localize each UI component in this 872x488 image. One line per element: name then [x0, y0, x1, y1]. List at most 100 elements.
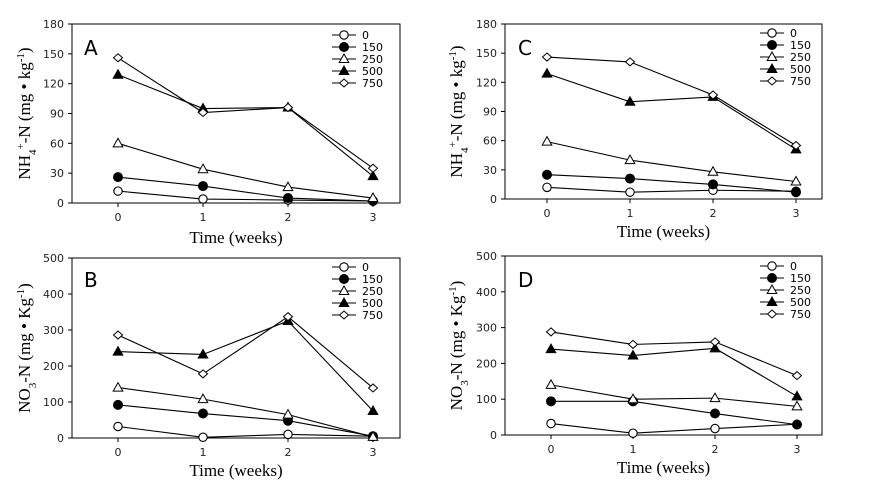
- y-axis-title: NO3-N (mg • Kg-1): [15, 283, 39, 413]
- data-point-750: [112, 330, 124, 340]
- data-point-500: [791, 390, 803, 401]
- legend-marker: [767, 28, 777, 38]
- y-tick-label: 150: [476, 47, 497, 60]
- y-axis-title: NH4+-N (mg • kg-1): [15, 47, 39, 179]
- data-point-150: [546, 396, 556, 407]
- data-point-500: [627, 349, 639, 360]
- legend-marker: [766, 295, 778, 306]
- x-tick-label: 0: [115, 446, 122, 459]
- legend-label: 0: [362, 29, 369, 42]
- y-tick-label: 0: [57, 432, 64, 445]
- x-tick-label: 3: [370, 446, 377, 459]
- x-tick-label: 3: [794, 443, 801, 456]
- legend-label: 750: [790, 75, 811, 88]
- legend-marker: [339, 262, 349, 272]
- data-point-500: [624, 95, 636, 106]
- legend-label: 250: [362, 285, 383, 298]
- data-point-250: [367, 192, 379, 203]
- y-tick-label: 100: [43, 396, 64, 409]
- data-point-750: [367, 383, 379, 393]
- data-point-250: [545, 378, 557, 389]
- data-point-250: [197, 393, 209, 404]
- series-line-150: [546, 174, 797, 193]
- y-tick-label: 60: [50, 137, 64, 150]
- x-tick-label: 0: [544, 207, 551, 220]
- series-line-150: [117, 404, 374, 437]
- data-point-0: [625, 187, 635, 197]
- legend-marker: [338, 78, 350, 88]
- data-point-750: [541, 52, 553, 62]
- data-point-0: [628, 428, 638, 438]
- x-tick-label: 2: [712, 443, 719, 456]
- y-tick-label: 180: [476, 18, 497, 31]
- legend-marker: [766, 76, 778, 86]
- legend-label: 750: [362, 77, 383, 90]
- series-line-250: [117, 142, 374, 199]
- y-axis-title: NH4+-N (mg • kg-1): [447, 45, 471, 177]
- legend-label: 500: [362, 65, 383, 78]
- legend-label: 750: [790, 308, 811, 321]
- legend-marker: [766, 50, 778, 61]
- y-tick-label: 200: [43, 360, 64, 373]
- y-tick-label: 90: [50, 108, 64, 121]
- data-point-0: [283, 429, 293, 440]
- x-tick-label: 1: [627, 207, 634, 220]
- data-point-250: [709, 392, 721, 403]
- y-tick-label: 180: [43, 18, 64, 31]
- data-point-150: [710, 408, 720, 419]
- series-line-750: [546, 56, 797, 146]
- data-point-0: [113, 186, 123, 196]
- panel-letter: B: [84, 268, 98, 292]
- data-point-250: [707, 165, 719, 176]
- legend-marker: [767, 261, 777, 271]
- series-line-0: [546, 186, 797, 193]
- series-line-0: [550, 422, 798, 434]
- legend-marker: [339, 274, 349, 284]
- y-tick-label: 300: [476, 322, 497, 335]
- y-tick-label: 400: [476, 286, 497, 299]
- legend-marker: [338, 64, 350, 75]
- y-tick-label: 30: [50, 167, 64, 180]
- series-line-500: [117, 320, 374, 412]
- legend-label: 500: [790, 63, 811, 76]
- data-point-250: [790, 175, 802, 186]
- series-line-500: [550, 347, 798, 397]
- data-point-250: [541, 135, 553, 146]
- data-point-0: [542, 182, 552, 193]
- series-line-750: [117, 315, 374, 389]
- data-point-750: [709, 337, 721, 347]
- legend-label: 500: [790, 296, 811, 309]
- series-line-500: [546, 73, 797, 150]
- legend-label: 150: [790, 272, 811, 285]
- x-axis-title: Time (weeks): [189, 228, 282, 247]
- y-tick-label: 0: [490, 193, 497, 206]
- y-tick-label: 150: [43, 48, 64, 61]
- data-point-150: [113, 399, 123, 410]
- data-point-500: [541, 67, 553, 78]
- series-line-750: [117, 57, 374, 169]
- legend-marker: [766, 283, 778, 294]
- data-point-500: [367, 170, 379, 181]
- legend-label: 250: [790, 51, 811, 64]
- x-axis-title: Time (weeks): [617, 458, 710, 477]
- panel-letter: C: [518, 36, 532, 60]
- data-point-150: [542, 169, 552, 180]
- data-point-750: [627, 339, 639, 350]
- data-point-500: [112, 68, 124, 79]
- legend-label: 0: [790, 27, 797, 40]
- data-point-150: [198, 181, 208, 192]
- legend-label: 500: [362, 297, 383, 310]
- data-point-150: [792, 419, 802, 430]
- x-tick-label: 0: [548, 443, 555, 456]
- data-point-750: [367, 163, 379, 173]
- legend-label: 150: [362, 41, 383, 54]
- data-point-750: [790, 140, 802, 151]
- data-point-150: [283, 193, 293, 204]
- series-line-0: [117, 425, 374, 438]
- data-point-250: [112, 381, 124, 392]
- panel-letter: A: [84, 36, 98, 60]
- panel-d: 0 100 200 300 400 500 0 1 2 3 Time (weeks) NO3-N (m…: [447, 250, 823, 477]
- legend-marker: [766, 62, 778, 73]
